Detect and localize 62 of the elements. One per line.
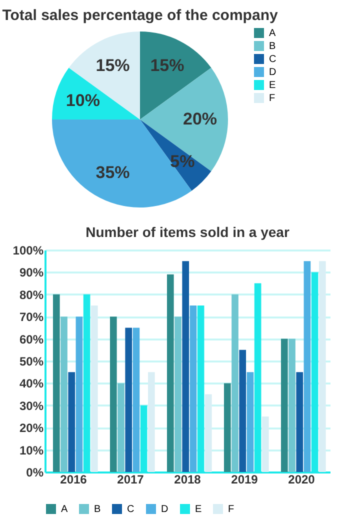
legend-label: B [269,41,276,52]
legend-label: B [94,504,101,515]
chart-title: Total sales percentage of the company [2,7,278,24]
x-tick-label: 2018 [174,472,202,486]
y-tick-label: 100% [12,244,44,258]
bar [76,316,83,472]
y-tick-label: 50% [19,354,44,368]
y-tick-label: 40% [19,376,44,391]
x-tick-label: 2020 [288,472,316,486]
pie-slice [68,32,140,120]
bar [190,306,197,472]
legend-label: E [269,80,276,91]
legend-label: E [195,504,202,515]
bar [204,394,212,472]
legend-label: A [269,28,276,39]
legend-label: F [228,504,234,515]
y-tick-label: 90% [19,266,44,280]
bar [262,416,269,472]
bar [118,383,124,472]
x-tick-label: 2019 [231,472,258,486]
data-label: 5% [170,152,195,171]
data-label: 20% [182,110,218,128]
bar [288,338,296,472]
x-tick-label: 2017 [117,472,144,486]
y-tick-label: 0% [26,466,44,480]
y-tick-label: 30% [19,398,44,413]
bar [224,383,231,472]
legend-label: C [127,504,134,515]
chart-title: Number of items sold in a year [86,224,290,240]
bar [125,328,132,472]
bar [68,372,76,472]
bar [239,350,246,472]
bar [60,316,68,472]
bar [304,261,311,472]
data-label: 35% [96,162,130,182]
bar [174,316,182,472]
bar [52,294,60,472]
y-tick-label: 60% [19,332,44,346]
legend-label: C [269,54,276,65]
data-label: 10% [66,90,100,110]
bar [246,372,254,472]
bar [182,261,190,472]
legend-label: A [61,504,68,515]
y-tick-label: 10% [19,443,44,458]
bar [232,294,238,472]
bar [90,306,98,472]
data-label: 15% [96,56,130,76]
y-tick-label: 80% [19,288,44,302]
legend-label: D [161,504,168,515]
data-label: 15% [150,56,184,76]
bar [166,274,174,472]
bar [318,261,326,472]
legend-label: F [269,93,276,104]
bar [110,316,117,472]
bar [280,338,288,472]
bar [132,328,140,472]
bar [148,372,155,472]
legend-label: D [269,67,276,78]
x-tick-label: 2016 [60,472,88,486]
bar [296,372,304,472]
y-tick-label: 20% [19,421,44,436]
y-tick-label: 70% [19,310,44,324]
